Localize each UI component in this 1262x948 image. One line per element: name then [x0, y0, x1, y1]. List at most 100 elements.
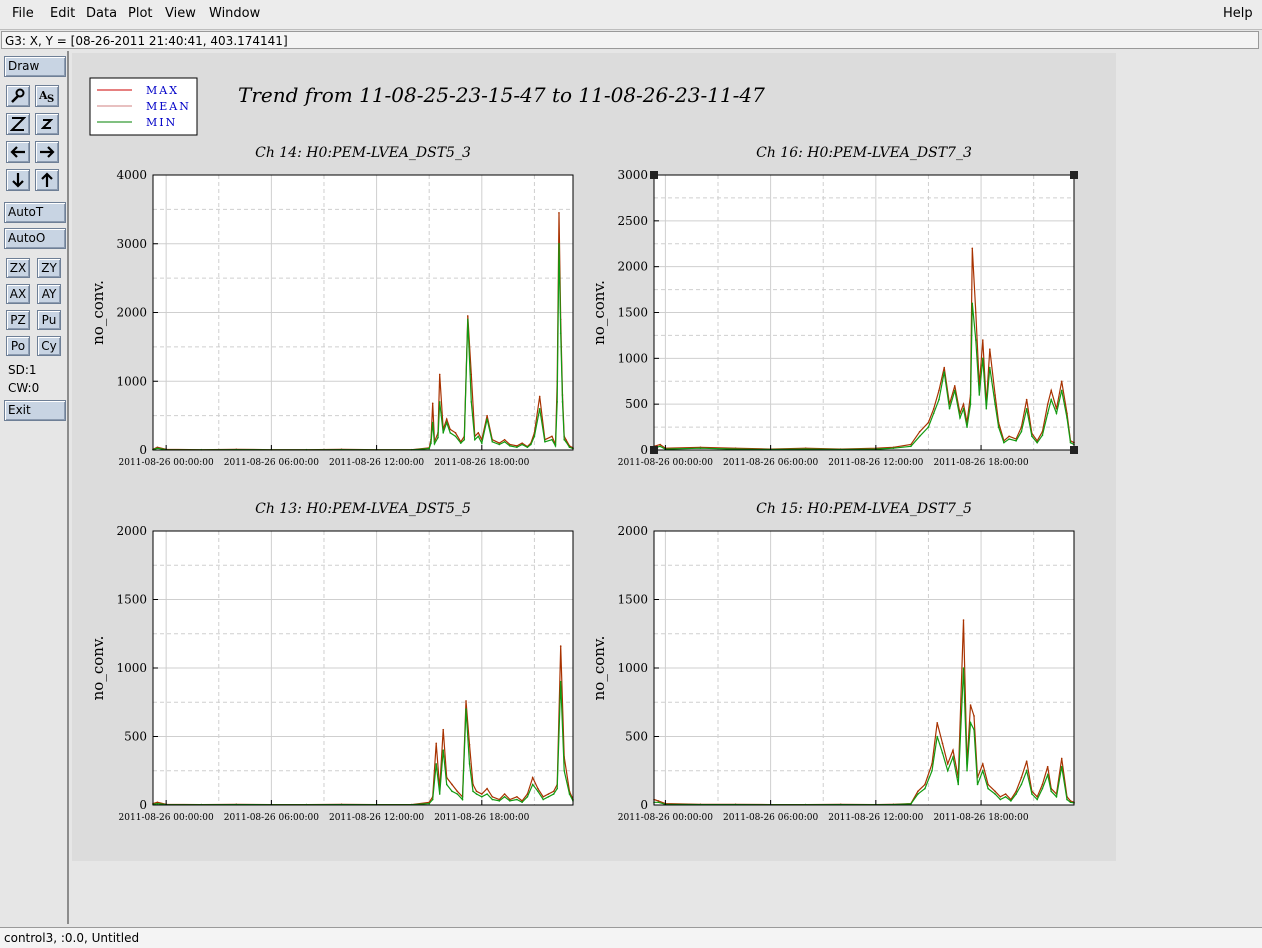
chart-4[interactable]: 0 500 1000 1500 2000 2011-08-26 00:00:00 2011-… [590, 501, 1075, 823]
y-tick-label: 1000 [116, 661, 147, 675]
y-tick-label: 0 [139, 443, 147, 457]
data-point [987, 787, 989, 790]
data-point [1060, 380, 1063, 383]
zx-button[interactable]: ZX [6, 258, 30, 278]
data-point [563, 438, 566, 441]
data-point [994, 790, 996, 793]
menu-data[interactable]: Data [86, 6, 118, 21]
data-point [475, 790, 478, 793]
data-point [962, 407, 965, 410]
y-tick-label: 500 [124, 730, 147, 744]
data-point [461, 798, 464, 801]
menu-edit[interactable]: Edit [50, 6, 76, 21]
data-point [804, 448, 807, 450]
data-point [503, 795, 506, 798]
magnifier-icon[interactable] [6, 85, 30, 107]
data-point [946, 763, 949, 765]
data-point [516, 446, 518, 449]
pz-button[interactable]: PZ [6, 310, 30, 330]
data-point [531, 783, 534, 786]
ay-button[interactable]: AY [37, 284, 61, 304]
data-point [428, 447, 431, 450]
data-point [1050, 398, 1053, 401]
data-point [521, 442, 523, 444]
data-point [156, 802, 159, 805]
selection-handle[interactable] [650, 171, 658, 179]
data-point [463, 438, 466, 441]
selection-handle[interactable] [650, 446, 658, 454]
selection-handle[interactable] [1070, 446, 1078, 454]
y-tick-label: 2000 [116, 306, 147, 320]
y-axis-label: no_conv. [590, 636, 608, 701]
data-point [498, 443, 501, 446]
arrow-up-icon[interactable] [35, 169, 59, 191]
data-point [456, 790, 459, 793]
data-point [1066, 798, 1068, 801]
data-point [892, 447, 895, 449]
menu-view[interactable]: View [165, 6, 196, 21]
sd-label: SD:1 [8, 363, 37, 377]
data-point [1025, 760, 1028, 762]
menu-plot[interactable]: Plot [128, 6, 153, 21]
data-point [1041, 787, 1044, 790]
data-point [544, 440, 546, 443]
data-point [973, 715, 975, 717]
selection-handle[interactable] [1070, 171, 1078, 179]
pu-button[interactable]: Pu [37, 310, 61, 330]
data-point [952, 756, 954, 758]
data-point [910, 803, 912, 805]
cw-label: CW:0 [8, 381, 40, 395]
data-point [943, 371, 946, 373]
data-point [1060, 765, 1063, 768]
x-tick-label: 2011-08-26 00:00:00 [119, 458, 214, 468]
data-point [568, 793, 571, 795]
data-point [918, 435, 921, 438]
po-button[interactable]: Po [6, 336, 30, 356]
arrow-left-icon[interactable] [6, 141, 30, 163]
data-point [451, 783, 453, 786]
autoo-button[interactable]: AutoO [4, 228, 66, 249]
arrow-right-icon[interactable] [35, 141, 59, 163]
data-point [1031, 793, 1033, 795]
data-point [561, 401, 564, 403]
data-point [1069, 441, 1072, 444]
data-point [503, 438, 506, 441]
data-point [1046, 403, 1049, 405]
autot-button[interactable]: AutoT [4, 202, 66, 223]
menubar: File Edit Data Plot View Window Help [0, 0, 1262, 30]
chart-2[interactable]: 0 500 1000 1500 2000 2500 3000 2011-08-26 00:00… [590, 145, 1078, 468]
data-point [516, 445, 518, 447]
data-point [941, 742, 944, 745]
data-point [969, 722, 972, 724]
menu-help[interactable]: Help [1223, 6, 1253, 21]
zy-button[interactable]: ZY [37, 258, 61, 278]
data-point [938, 398, 940, 401]
draw-button[interactable]: Draw [4, 56, 66, 77]
data-point [559, 680, 562, 683]
data-point [1055, 795, 1058, 798]
data-point [917, 793, 919, 795]
data-point [438, 373, 441, 376]
data-point [486, 414, 488, 417]
y-axis-label: no_conv. [89, 636, 107, 701]
menu-window[interactable]: Window [209, 6, 261, 21]
menu-file[interactable]: File [12, 6, 34, 21]
zoom-out-icon[interactable] [6, 113, 30, 135]
plot-canvas[interactable]: MAX MEAN MIN Trend from 11-08-25-23-15-4… [72, 53, 1116, 861]
data-point [477, 435, 480, 438]
zoom-in-icon[interactable] [35, 113, 59, 135]
chart-3[interactable]: 0 500 1000 1500 2000 2011-08-26 00:00:00 2011-… [89, 501, 574, 823]
arrow-down-icon[interactable] [6, 169, 30, 191]
data-point [438, 793, 441, 795]
data-point [542, 795, 544, 798]
data-point [437, 436, 439, 439]
ax-button[interactable]: AX [6, 284, 30, 304]
exit-button[interactable]: Exit [4, 400, 66, 421]
chart-1[interactable]: 0 1000 2000 3000 4000 2011-08-26 00:00:00 2011… [89, 145, 574, 468]
data-point [1066, 417, 1068, 419]
cy-button[interactable]: Cy [37, 336, 61, 356]
y-tick-label: 4000 [116, 168, 147, 182]
y-axis-label: no_conv. [590, 280, 608, 345]
